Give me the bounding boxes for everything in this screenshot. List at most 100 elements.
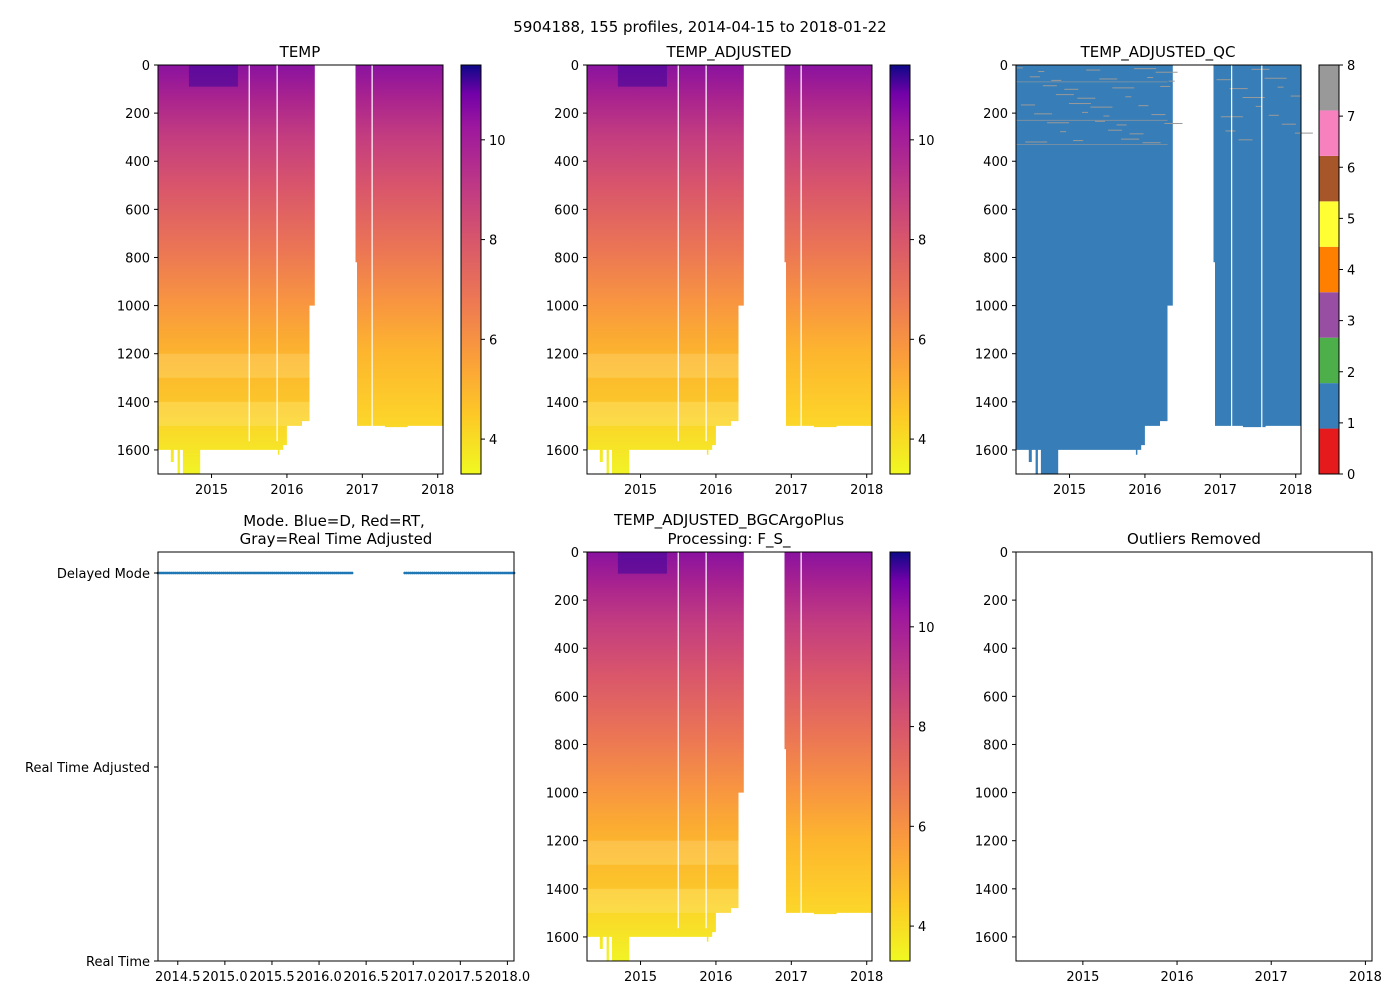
y-tick-label: 1000 — [117, 300, 150, 315]
x-tick-label: 2016 — [1128, 483, 1161, 498]
panel-title: TEMP_ADJUSTED_BGCArgoPlus — [613, 511, 844, 530]
mode-point — [407, 571, 411, 575]
x-axis: 2015 2016 2017 2018 — [624, 474, 883, 498]
mode-point — [464, 571, 468, 575]
colorbar: 4 6 8 10 — [889, 551, 935, 962]
qc-flag-mark — [1255, 105, 1262, 107]
mode-point — [291, 571, 295, 575]
mode-point — [336, 571, 340, 575]
colorbar-tick-label: 8 — [1347, 59, 1355, 74]
qc-flag-mark — [1225, 130, 1236, 132]
qc-flag-mark — [1264, 77, 1287, 79]
panel-title: Mode. Blue=D, Red=RT, — [243, 512, 425, 530]
qc-flag-mark — [1216, 79, 1231, 81]
mode-point — [460, 571, 464, 575]
y-tick-label: 0 — [571, 546, 579, 561]
mode-point — [192, 571, 196, 575]
colorbar-tick-label: 4 — [918, 433, 926, 448]
qc-flag-mark — [1064, 88, 1079, 90]
x-tick-label: 2018 — [1349, 970, 1382, 985]
mode-point — [466, 571, 470, 575]
colorbar-tick-label: 10 — [489, 134, 506, 149]
y-tick-label: 1000 — [975, 300, 1008, 315]
qc-flag-mark — [1290, 95, 1301, 97]
mode-point — [301, 571, 304, 575]
mode-point — [443, 571, 446, 575]
mode-point — [328, 571, 332, 575]
colorbar-tick-label: 0 — [1347, 468, 1355, 483]
qc-flag-mark — [1238, 139, 1253, 141]
qc-flag-mark — [1029, 76, 1040, 78]
warm-surface-patch — [617, 65, 667, 87]
qc-flag-mark — [1081, 111, 1088, 113]
mode-point — [233, 571, 237, 575]
plot-frame — [586, 64, 873, 475]
qc-flag-mark — [1047, 122, 1070, 124]
panel-temp: TEMP 2015 2016 2017 2018 0 200 400 600 800 1000 1… — [117, 43, 506, 498]
qc-flag-mark — [1121, 138, 1140, 140]
depth-band — [587, 329, 739, 354]
qc-flag-mark — [1147, 77, 1154, 79]
y-tick-label: 200 — [125, 107, 150, 122]
qc-flag-mark — [1020, 104, 1035, 106]
y-axis: 0 200 400 600 800 1000 1200 1400 1600 — [546, 59, 587, 459]
mode-point — [326, 571, 330, 575]
y-tick-label: 0 — [1000, 546, 1008, 561]
mode-point — [170, 571, 174, 575]
mode-point — [214, 571, 217, 575]
y-tick-label: 0 — [142, 59, 150, 74]
qc-flag-mark — [1125, 96, 1132, 98]
qc-flag-mark — [1251, 68, 1270, 70]
colorbar-segment — [1319, 246, 1339, 293]
mode-point — [307, 571, 310, 575]
colorbar-segment — [1319, 65, 1339, 111]
mode-point — [431, 571, 434, 575]
colorbar-tick-label: 6 — [489, 333, 497, 348]
x-tick-label: 2017 — [1255, 970, 1288, 985]
mode-point — [332, 571, 336, 575]
qc-flag-mark — [1155, 71, 1178, 73]
mode-point — [283, 571, 287, 575]
mode-point — [275, 571, 279, 575]
x-axis: 2015 2016 2017 2018 — [195, 474, 454, 498]
qc-flag-mark — [1268, 114, 1279, 116]
mode-point — [162, 571, 166, 575]
depth-band — [158, 353, 310, 378]
mode-point — [281, 571, 285, 575]
y-tick-label: 200 — [983, 107, 1008, 122]
depth-band — [158, 401, 310, 426]
mode-point — [164, 571, 168, 575]
x-tick-label: 2015 — [624, 970, 657, 985]
y-tick-label: 0 — [571, 59, 579, 74]
mode-point — [472, 571, 476, 575]
x-tick-label: 2016 — [270, 483, 303, 498]
x-tick-label: 2015 — [1053, 483, 1086, 498]
qc-flag-mark — [1112, 87, 1135, 89]
colorbar-tick-label: 4 — [489, 433, 497, 448]
colorbar-segment — [1319, 428, 1339, 474]
mode-point — [423, 571, 427, 575]
mode-point — [245, 571, 249, 575]
mode-point — [320, 571, 324, 575]
y-tick-label: 600 — [554, 690, 579, 705]
mode-point — [271, 571, 275, 575]
y-tick-label: 1600 — [546, 444, 579, 459]
x-tick-label: 2017.0 — [390, 970, 436, 985]
mode-point — [470, 571, 474, 575]
x-tick-label: 2017 — [775, 970, 808, 985]
mode-point — [510, 571, 514, 575]
mode-point — [273, 571, 277, 575]
mode-point — [447, 571, 450, 575]
mode-point — [309, 571, 312, 575]
qc-flag-mark — [1108, 129, 1123, 131]
x-tick-label: 2017.5 — [438, 970, 484, 985]
mode-point — [468, 571, 472, 575]
warm-surface-patch — [617, 552, 667, 574]
colorbar-tick-label: 10 — [918, 134, 935, 149]
colorbar-gradient — [890, 552, 910, 961]
mode-point — [441, 571, 444, 575]
mode-point — [433, 571, 436, 575]
mode-point — [305, 571, 308, 575]
colorbar: 4 6 8 10 — [889, 64, 935, 475]
mode-point — [318, 571, 322, 575]
